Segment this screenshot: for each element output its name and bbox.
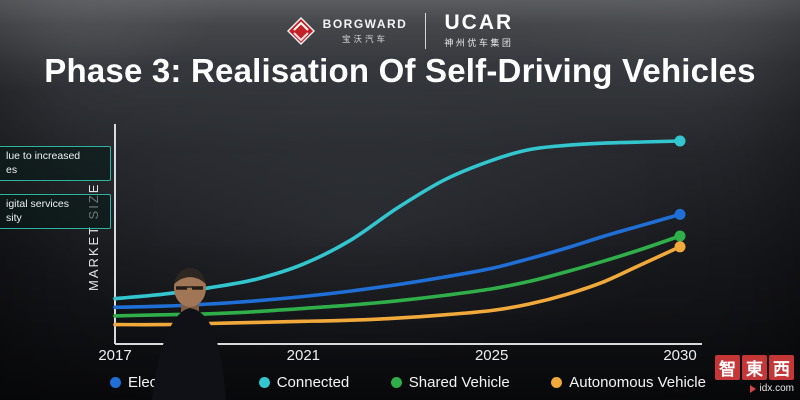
borgward-emblem-icon <box>286 16 315 45</box>
x-tick-2021: 2021 <box>286 347 321 364</box>
side-note-1-line2: es <box>6 163 18 176</box>
market-size-chart <box>113 124 702 345</box>
legend-autonomous-vehicle-label: Autonomous Vehicle <box>569 374 706 391</box>
watermark-char-2: 東 <box>742 355 767 380</box>
slide-title: Phase 3: Realisation Of Self-Driving Veh… <box>44 52 756 89</box>
shared-vehicle-dot-icon <box>390 377 402 388</box>
x-tick-2025: 2025 <box>474 347 509 364</box>
x-tick-2017: 2017 <box>98 347 132 364</box>
autonomous-vehicle-dot-icon <box>551 377 563 388</box>
side-note-2: igital services sity <box>0 194 111 230</box>
legend-connected: Connected <box>258 374 350 391</box>
logo-bar: BORGWARD 宝沃汽车 UCAR 神州优车集团 <box>0 12 800 49</box>
watermark-play-icon <box>749 384 756 393</box>
x-tick-2030: 2030 <box>663 347 697 364</box>
logo-divider <box>425 12 427 49</box>
watermark-domain: idx.com <box>759 383 794 394</box>
watermark: 智 東 西 idx.com <box>715 355 794 394</box>
legend-shared-vehicle: Shared Vehicle <box>390 374 510 391</box>
ucar-name: UCAR <box>444 11 514 34</box>
side-note-1-line1: lue to increased <box>6 150 81 162</box>
legend-shared-vehicle-label: Shared Vehicle <box>408 374 510 391</box>
side-note-1: lue to increased es <box>0 146 111 182</box>
watermark-char-1: 智 <box>715 355 740 380</box>
side-note-2-line2: sity <box>6 211 22 224</box>
ucar-logo: UCAR 神州优车集团 <box>444 12 513 49</box>
legend-connected-label: Connected <box>276 374 350 391</box>
connected-dot-icon <box>258 377 270 388</box>
electrification-dot-icon <box>110 377 121 388</box>
side-note-2-line1: igital services <box>6 198 70 210</box>
speaker-silhouette <box>152 268 226 400</box>
borgward-logo: BORGWARD 宝沃汽车 <box>286 16 408 45</box>
watermark-char-3: 西 <box>769 355 794 380</box>
borgward-chinese-name: 宝沃汽车 <box>341 33 388 44</box>
borgward-name: BORGWARD <box>322 16 408 31</box>
ucar-chinese-name: 神州优车集团 <box>444 38 514 48</box>
legend-autonomous-vehicle: Autonomous Vehicle <box>551 374 706 391</box>
